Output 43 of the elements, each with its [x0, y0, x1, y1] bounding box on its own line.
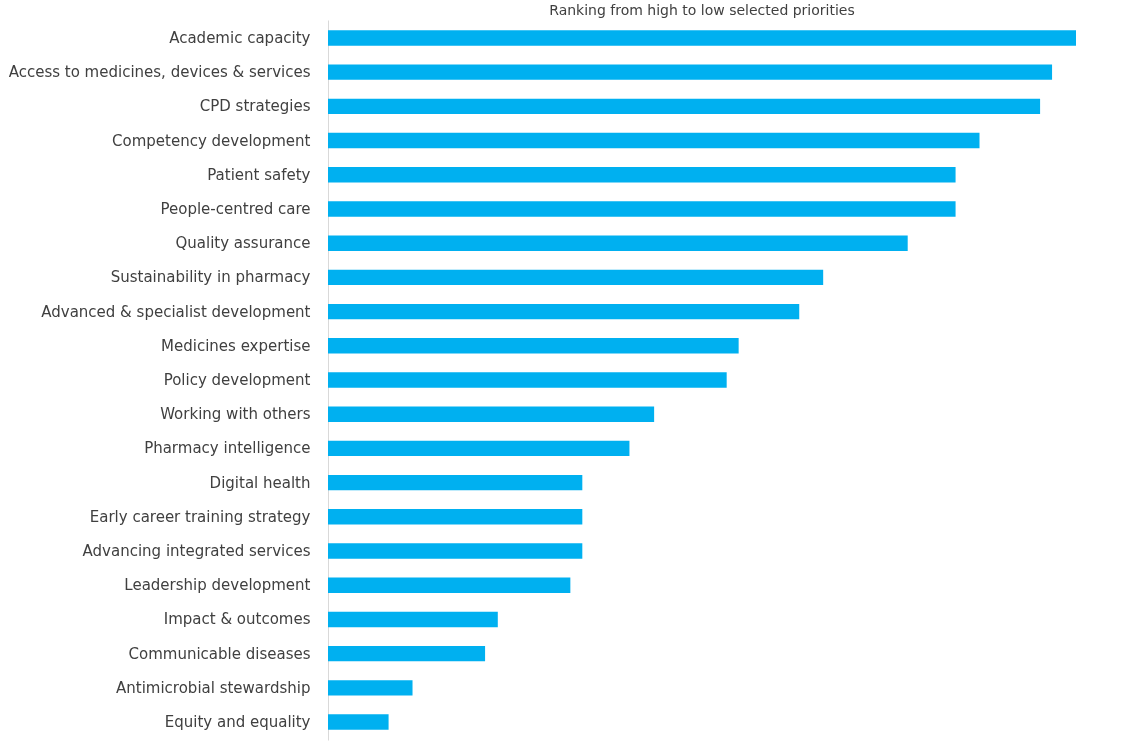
bar — [328, 235, 908, 251]
bar — [328, 64, 1053, 80]
bar — [328, 611, 498, 628]
bar — [328, 406, 655, 422]
bar — [328, 440, 630, 457]
y-tick-label: Academic capacity — [169, 28, 311, 47]
bar — [328, 714, 389, 730]
bar — [328, 509, 583, 525]
y-tick-label: Leadership development — [124, 576, 311, 595]
y-tick-label: Equity and equality — [164, 713, 311, 732]
y-tick-label: Communicable diseases — [128, 644, 311, 663]
y-tick-label: Access to medicines, devices & services — [8, 63, 311, 82]
y-tick-label: People-centred care — [160, 199, 311, 218]
y-tick-label: Medicines expertise — [161, 336, 311, 355]
y-tick-label: Quality assurance — [175, 234, 311, 253]
bar — [328, 30, 1076, 46]
bar — [328, 98, 1041, 115]
bar — [328, 167, 956, 183]
bar — [328, 543, 583, 559]
y-tick-label: CPD strategies — [199, 97, 311, 116]
bar — [328, 201, 956, 217]
y-tick-label: Advanced & specialist development — [41, 302, 311, 321]
bar — [328, 645, 486, 662]
chart-title: Ranking from high to low selected priorities — [549, 2, 855, 18]
y-tick-label: Antimicrobial stewardship — [116, 678, 311, 697]
y-tick-label: Impact & outcomes — [163, 610, 311, 629]
y-tick-label: Digital health — [209, 473, 311, 492]
y-tick-label: Competency development — [112, 131, 311, 150]
bar — [328, 269, 824, 286]
y-tick-label: Patient safety — [207, 165, 311, 184]
y-tick-label: Sustainability in pharmacy — [110, 268, 311, 287]
bar — [328, 680, 413, 696]
bar — [328, 474, 583, 491]
bar — [328, 372, 727, 388]
y-tick-label: Early career training strategy — [89, 507, 311, 526]
bar — [328, 303, 800, 320]
bar — [328, 577, 571, 593]
y-tick-label: Working with others — [160, 405, 311, 424]
y-tick-label: Advancing integrated services — [82, 542, 311, 561]
y-tick-label: Policy development — [163, 371, 311, 389]
y-tick-label: Pharmacy intelligence — [144, 439, 311, 458]
bar — [328, 132, 980, 149]
bar — [328, 338, 739, 354]
